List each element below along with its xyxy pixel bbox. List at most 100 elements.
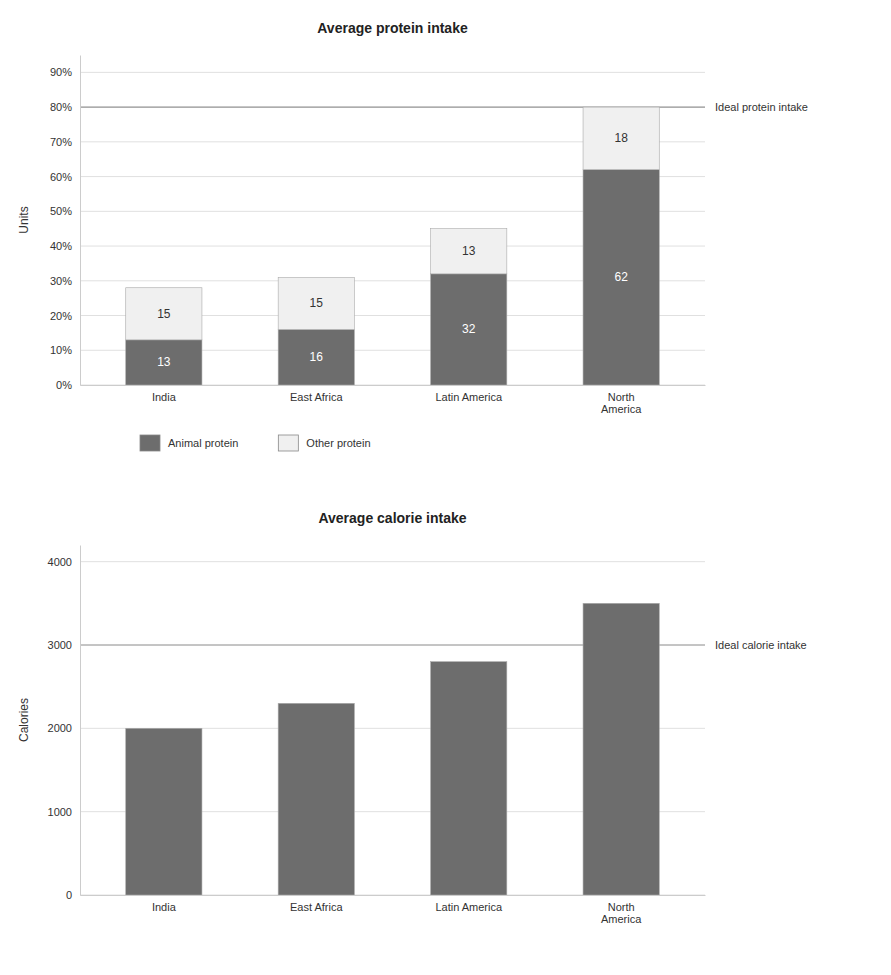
data-label: 62 xyxy=(614,270,628,284)
y-axis-title: Units xyxy=(17,206,31,233)
x-tick: East Africa xyxy=(290,391,343,403)
x-tick-label-line: East Africa xyxy=(290,901,343,913)
x-tick-label-line: India xyxy=(152,901,177,913)
y-tick: 0 xyxy=(66,889,72,901)
y-tick-label: 40% xyxy=(50,240,72,252)
data-labels: 13 16 32 62 15 15 13 18 xyxy=(157,131,628,369)
data-label: 18 xyxy=(614,131,628,145)
legend-swatch xyxy=(278,435,298,451)
x-tick: NorthAmerica xyxy=(601,901,642,926)
bar xyxy=(278,277,354,329)
y-tick: 50% xyxy=(50,205,72,217)
grid-line xyxy=(80,72,705,73)
y-tick-label: 0% xyxy=(56,379,72,391)
x-axis: India East Africa Latin America NorthAmeric… xyxy=(81,896,706,926)
y-tick-label: 1000 xyxy=(48,806,72,818)
data-label: 16 xyxy=(310,350,324,364)
x-tick-label-line: Latin America xyxy=(435,391,503,403)
y-axis-title: Calories xyxy=(17,698,31,742)
x-tick-label-line: Latin America xyxy=(435,901,503,913)
data-label: 15 xyxy=(310,296,324,310)
x-tick: India xyxy=(152,901,177,913)
x-tick-label: NorthAmerica xyxy=(601,901,642,926)
x-tick-label-line: America xyxy=(601,913,642,925)
bar xyxy=(126,288,202,340)
y-axis-line xyxy=(80,546,81,896)
y-tick-label: 50% xyxy=(50,205,72,217)
grid xyxy=(80,72,705,385)
y-tick: 40% xyxy=(50,240,72,252)
y-tick-label: 70% xyxy=(50,136,72,148)
y-tick: 70% xyxy=(50,136,72,148)
data-label: 15 xyxy=(157,307,171,321)
y-axis-line xyxy=(80,56,81,386)
y-tick-label: 2000 xyxy=(48,722,72,734)
chart: 13 16 32 62 15 15 13 18 Ideal protein intake Indi… xyxy=(0,0,891,975)
data-label: 13 xyxy=(462,244,476,258)
y-tick-label: 0 xyxy=(66,889,72,901)
y-tick-label: 90% xyxy=(50,66,72,78)
grid-line xyxy=(80,561,705,562)
y-axis: 0% 10% 20% 30% 40% 50% 60% 70% 80% 90% xyxy=(50,56,81,392)
legend-item: Animal protein xyxy=(140,435,238,451)
x-tick-label: East Africa xyxy=(290,391,343,403)
y-tick: 4000 xyxy=(48,556,72,568)
data-label: 13 xyxy=(157,355,171,369)
bar xyxy=(278,329,354,385)
legend-label: Animal protein xyxy=(168,437,238,449)
y-tick-label: 3000 xyxy=(48,639,72,651)
grid xyxy=(80,562,705,895)
reference-label: Ideal calorie intake xyxy=(715,639,807,651)
data-label: 32 xyxy=(462,322,476,336)
x-tick: NorthAmerica xyxy=(601,391,642,416)
y-tick-label: 4000 xyxy=(48,556,72,568)
x-tick-label-line: North xyxy=(608,391,635,403)
title: Average calorie intake xyxy=(318,510,466,526)
title: Average protein intake xyxy=(317,20,468,36)
y-tick: 0% xyxy=(56,379,72,391)
panel: 13 16 32 62 15 15 13 18 Ideal protein intake Indi… xyxy=(17,20,808,451)
bar xyxy=(583,170,659,385)
x-tick-label-line: India xyxy=(152,391,177,403)
bar xyxy=(431,229,507,274)
x-tick-label: India xyxy=(152,901,177,913)
y-tick-label: 60% xyxy=(50,171,72,183)
y-tick-label: 10% xyxy=(50,344,72,356)
x-tick: Latin America xyxy=(435,901,503,913)
x-axis: India East Africa Latin America NorthAmeric… xyxy=(81,386,706,416)
x-tick-label: East Africa xyxy=(290,901,343,913)
y-tick: 10% xyxy=(50,344,72,356)
y-axis: 0 1000 2000 3000 4000 xyxy=(48,546,81,902)
legend: Animal protein Other protein xyxy=(140,435,371,451)
bar xyxy=(126,340,202,385)
x-tick-label: Latin America xyxy=(435,391,503,403)
y-tick: 20% xyxy=(50,310,72,322)
bar xyxy=(583,603,659,895)
panel: Ideal calorie intake India East Africa Lati… xyxy=(17,510,807,925)
y-tick-label: 80% xyxy=(50,101,72,113)
plot-area xyxy=(80,107,705,385)
y-tick: 30% xyxy=(50,275,72,287)
y-tick: 80% xyxy=(50,101,72,113)
x-tick-label: India xyxy=(152,391,177,403)
x-axis-line xyxy=(81,895,706,896)
legend-label: Other protein xyxy=(306,437,370,449)
x-tick-label-line: North xyxy=(608,901,635,913)
y-tick: 60% xyxy=(50,171,72,183)
x-tick-label-line: East Africa xyxy=(290,391,343,403)
x-tick-label-line: America xyxy=(601,403,642,415)
bar xyxy=(126,728,202,895)
bar xyxy=(278,703,354,895)
reference-label: Ideal protein intake xyxy=(715,101,808,113)
x-tick: East Africa xyxy=(290,901,343,913)
y-tick-label: 20% xyxy=(50,310,72,322)
legend-item: Other protein xyxy=(278,435,370,451)
bar xyxy=(431,662,507,895)
x-tick-label: Latin America xyxy=(435,901,503,913)
bar xyxy=(583,107,659,170)
x-tick: India xyxy=(152,391,177,403)
x-tick: Latin America xyxy=(435,391,503,403)
legend-swatch xyxy=(140,435,160,451)
plot-area xyxy=(80,603,705,895)
x-axis-line xyxy=(81,385,706,386)
